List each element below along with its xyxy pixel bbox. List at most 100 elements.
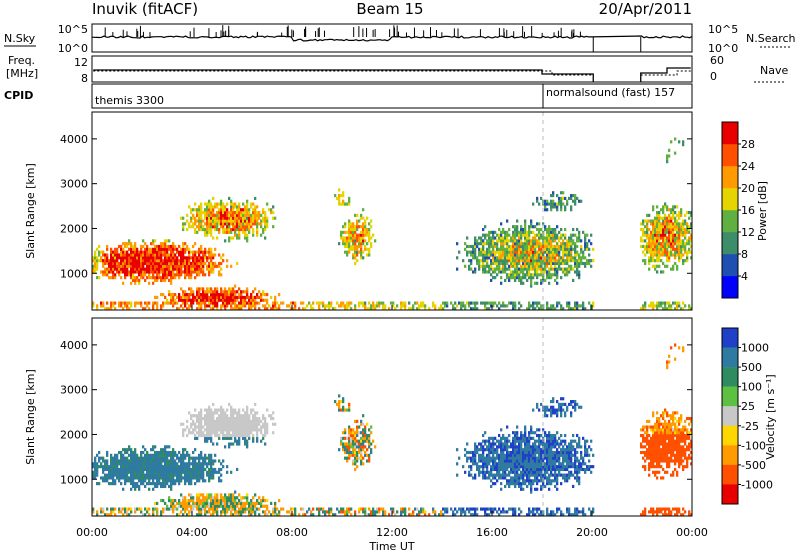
velocity-cell	[390, 507, 393, 511]
velocity-cell	[158, 453, 161, 457]
velocity-cell	[194, 482, 197, 486]
power-cell	[678, 236, 681, 240]
power-cell	[546, 259, 549, 263]
power-cell	[134, 270, 137, 274]
power-cell	[208, 219, 211, 223]
colorbar-tick-label: 4	[741, 270, 748, 283]
power-cell	[126, 253, 129, 257]
velocity-cell	[170, 453, 173, 457]
power-cell	[138, 273, 141, 277]
velocity-cell	[250, 428, 253, 432]
power-cell	[688, 225, 691, 229]
velocity-cell	[252, 422, 255, 426]
power-cell	[532, 276, 535, 280]
power-cell	[288, 304, 291, 308]
power-cell	[160, 256, 163, 260]
power-cell	[178, 273, 181, 277]
power-cell	[522, 276, 525, 280]
velocity-cell	[180, 479, 183, 483]
power-cell	[404, 301, 407, 305]
velocity-cell	[122, 476, 125, 480]
velocity-cell	[486, 476, 489, 480]
velocity-cell	[466, 450, 469, 455]
power-cell	[644, 307, 647, 311]
power-cell	[260, 295, 263, 299]
velocity-cell	[206, 417, 209, 421]
power-cell	[346, 307, 349, 311]
velocity-cell	[358, 442, 361, 446]
power-cell	[688, 216, 691, 220]
velocity-cell	[154, 470, 157, 474]
power-cell	[234, 225, 237, 229]
power-cell	[294, 304, 297, 308]
velocity-cell	[200, 422, 203, 426]
power-cell	[202, 264, 205, 268]
power-cell	[150, 247, 153, 251]
velocity-cell	[208, 459, 211, 463]
velocity-cell	[120, 482, 123, 486]
power-cell	[486, 270, 489, 274]
velocity-cell	[244, 510, 247, 514]
power-cell	[540, 242, 543, 246]
velocity-cell	[342, 436, 345, 440]
power-cell	[258, 307, 261, 311]
velocity-cell	[124, 450, 127, 455]
velocity-cell	[244, 433, 247, 438]
velocity-cell	[202, 433, 205, 438]
velocity-cell	[190, 462, 193, 466]
power-cell	[668, 259, 671, 263]
power-cell	[272, 304, 275, 308]
power-cell	[368, 307, 371, 311]
power-cell	[352, 242, 355, 246]
velocity-cell	[92, 476, 95, 480]
power-cell	[240, 213, 243, 217]
power-cell	[524, 259, 527, 263]
power-cell	[666, 227, 669, 232]
power-cell	[166, 261, 169, 266]
power-cell	[348, 227, 351, 232]
power-cell	[114, 276, 117, 280]
velocity-cell	[122, 470, 125, 474]
power-cell	[648, 304, 651, 308]
power-cell	[544, 225, 547, 229]
velocity-cell	[110, 453, 113, 457]
power-cell	[680, 242, 683, 246]
power-cell	[536, 270, 539, 274]
velocity-cell	[434, 510, 437, 514]
velocity-cell	[170, 476, 173, 480]
velocity-cell	[202, 431, 205, 435]
velocity-cell	[104, 513, 107, 517]
velocity-cell	[224, 510, 227, 514]
power-cell	[92, 259, 95, 263]
power-cell	[226, 208, 229, 212]
power-cell	[668, 256, 671, 260]
velocity-cell	[164, 470, 167, 474]
velocity-cell	[102, 507, 105, 511]
velocity-cell	[138, 462, 141, 466]
power-cell	[188, 267, 191, 271]
power-cell	[212, 293, 215, 297]
velocity-cell	[264, 419, 267, 423]
power-cell	[476, 256, 479, 260]
power-cell	[198, 290, 201, 294]
power-cell	[516, 219, 519, 223]
power-cell	[570, 194, 573, 198]
power-cell	[342, 202, 345, 206]
power-cell	[262, 211, 265, 215]
power-cell	[170, 256, 173, 260]
velocity-cell	[148, 476, 151, 480]
power-cell	[400, 307, 403, 311]
power-cell	[474, 304, 477, 308]
power-cell	[532, 239, 535, 243]
power-cell	[206, 202, 209, 206]
velocity-cell	[234, 431, 237, 435]
velocity-cell	[168, 445, 171, 449]
power-cell	[188, 261, 191, 266]
power-cell	[468, 264, 471, 268]
power-cell	[652, 250, 655, 254]
velocity-cell	[114, 459, 117, 463]
power-cell	[506, 236, 509, 240]
velocity-cell	[272, 417, 275, 421]
power-cell	[348, 244, 351, 249]
velocity-cell	[152, 456, 155, 460]
